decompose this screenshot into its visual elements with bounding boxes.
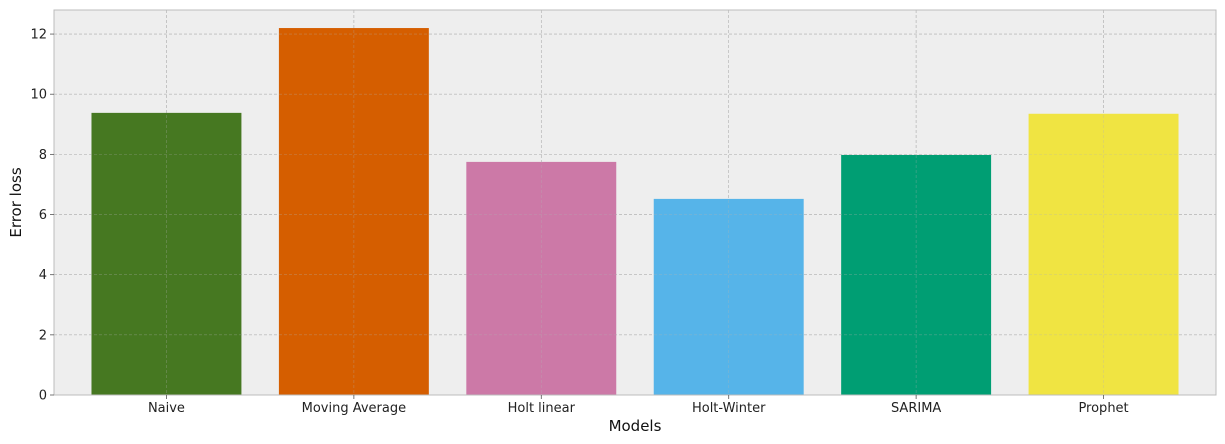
- x-tick-label: Naive: [148, 401, 185, 416]
- bar-holt-winter: [653, 198, 804, 395]
- plot-area: [54, 10, 1216, 395]
- bar-sarima: [841, 154, 992, 395]
- bar-naive: [91, 112, 242, 395]
- x-tick-label: Holt linear: [508, 401, 576, 416]
- y-tick-label: 8: [39, 148, 47, 163]
- x-tick-label: Holt-Winter: [692, 401, 766, 416]
- y-tick-label: 10: [30, 88, 47, 103]
- bar-moving-average: [278, 28, 429, 395]
- bars: [91, 28, 1179, 395]
- x-tick-label: Prophet: [1078, 401, 1128, 416]
- x-tick-label: Moving Average: [302, 401, 406, 416]
- x-axis-title: Models: [609, 417, 662, 435]
- bar-holt-linear: [466, 161, 617, 395]
- y-tick-label: 0: [39, 389, 47, 404]
- x-tick-label: SARIMA: [891, 401, 941, 416]
- y-axis-title: Error loss: [7, 167, 25, 237]
- y-tick-label: 6: [39, 208, 47, 223]
- plot-frame: [53, 9, 1217, 396]
- y-tick-label: 2: [39, 328, 47, 343]
- bar-prophet: [1028, 113, 1179, 395]
- y-tick-label: 12: [30, 28, 47, 43]
- y-axis-ticks: 0 2 4 6 8 10 12: [30, 28, 54, 404]
- x-axis-ticks: Naive Moving Average Holt linear Holt-Winte…: [148, 395, 1129, 416]
- y-tick-label: 4: [39, 268, 47, 283]
